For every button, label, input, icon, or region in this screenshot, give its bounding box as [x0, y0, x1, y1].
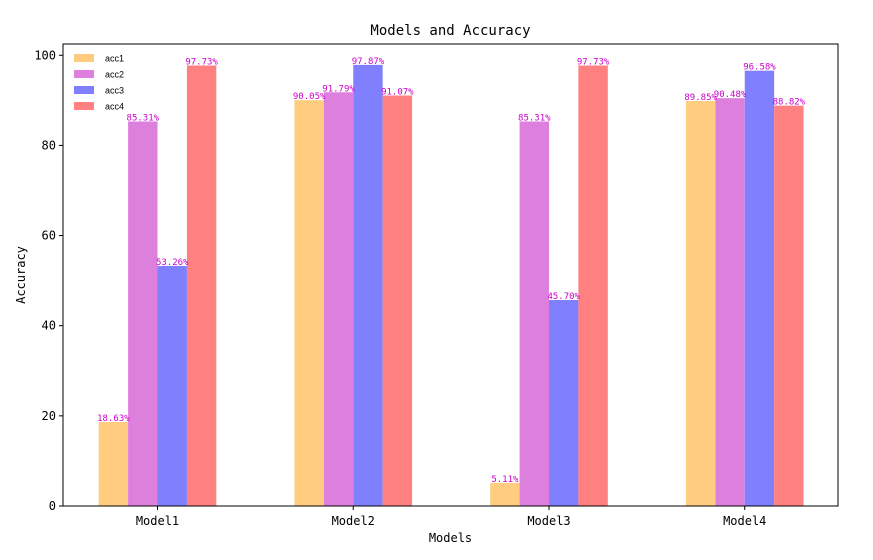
x-tick-label-model2: Model2 — [332, 514, 375, 528]
y-axis: 0 20 40 60 80 100 — [34, 48, 63, 513]
chart-title: Models and Accuracy — [370, 23, 530, 39]
data-label-acc1-model4: 89.85% — [684, 93, 717, 103]
x-tick-label-model4: Model4 — [723, 514, 766, 528]
bar-acc1-model3 — [490, 482, 520, 506]
data-label-acc1-model2: 90.05% — [293, 92, 326, 102]
bar-acc3-model1 — [157, 265, 187, 506]
data-label-acc2-model1: 85.31% — [127, 113, 160, 123]
data-label-acc2-model3: 85.31% — [518, 113, 551, 123]
y-tick-label: 80 — [42, 138, 56, 152]
bar-acc1-model4 — [685, 101, 716, 506]
x-tick-label-model3: Model3 — [527, 514, 570, 528]
y-tick-label: 20 — [42, 409, 56, 423]
data-label-acc1-model1: 18.63% — [97, 414, 130, 424]
bar-acc2-model3 — [519, 121, 549, 507]
bar-acc2-model1 — [128, 121, 158, 507]
data-label-acc4-model1: 97.73% — [185, 57, 218, 67]
y-axis-label: Accuracy — [14, 246, 28, 304]
bar-acc4-model2 — [382, 95, 413, 507]
plot-area-frame — [62, 43, 839, 507]
bar-acc3-model3 — [549, 300, 579, 506]
y-tick-label: 40 — [42, 319, 56, 333]
data-label-acc4-model4: 88.82% — [773, 98, 806, 108]
bar-acc2-model2 — [323, 92, 354, 506]
legend-swatch-acc4 — [74, 102, 94, 110]
data-label-acc3-model3: 45.70% — [547, 292, 580, 302]
bar-acc3-model4 — [744, 70, 775, 506]
bar-acc1-model2 — [294, 100, 324, 507]
bar-acc2-model4 — [715, 98, 745, 506]
data-label-acc4-model2: 91.07% — [381, 88, 414, 98]
data-label-acc4-model3: 97.73% — [577, 57, 610, 67]
x-axis-label: Models — [429, 531, 472, 545]
bar-acc4-model1 — [186, 65, 217, 506]
data-labels-layer: 18.63% 90.05% 5.11% 89.85% 85.31% 91.79% 85.31… — [97, 57, 806, 485]
x-axis: Model1 Model2 Model3 Model4 — [136, 506, 766, 528]
bars-layer — [98, 64, 804, 507]
data-label-acc3-model2: 97.87% — [352, 57, 385, 67]
y-tick-label: 60 — [42, 229, 56, 243]
y-tick-label: 0 — [49, 499, 56, 513]
x-tick-label-model1: Model1 — [136, 514, 179, 528]
legend-swatch-acc3 — [74, 86, 94, 94]
data-label-acc1-model3: 5.11% — [491, 475, 519, 485]
legend: acc1 acc2 acc3 acc4 — [74, 54, 124, 112]
y-tick-label: 100 — [34, 48, 56, 62]
legend-label-acc2: acc2 — [105, 70, 124, 80]
legend-label-acc4: acc4 — [105, 102, 124, 112]
legend-label-acc1: acc1 — [105, 54, 124, 64]
bar-acc4-model4 — [774, 105, 804, 506]
legend-swatch-acc2 — [74, 70, 94, 78]
data-label-acc2-model4: 90.48% — [714, 90, 747, 100]
data-label-acc3-model1: 53.26% — [156, 258, 189, 268]
legend-swatch-acc1 — [74, 54, 94, 62]
bar-acc1-model1 — [98, 422, 129, 506]
data-label-acc3-model4: 96.58% — [743, 63, 776, 73]
bar-acc3-model2 — [353, 64, 383, 506]
bar-acc4-model3 — [578, 65, 608, 506]
legend-label-acc3: acc3 — [105, 86, 124, 96]
data-label-acc2-model2: 91.79% — [322, 84, 355, 94]
